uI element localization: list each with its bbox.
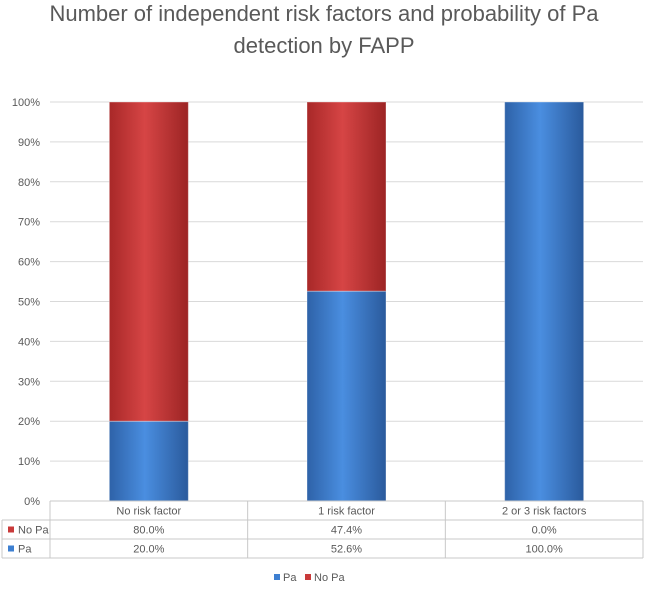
bar-pa: [108, 420, 189, 502]
y-tick-label: 20%: [18, 416, 40, 428]
x-tick-label: No risk factor: [116, 506, 181, 518]
table-legend-swatch: [8, 526, 14, 533]
x-tick-label: 1 risk factor: [318, 506, 375, 518]
y-tick-label: 90%: [18, 137, 40, 149]
data-label: 100.0%: [526, 544, 564, 556]
y-tick-label: 40%: [18, 336, 40, 348]
legend-swatch: [305, 574, 311, 580]
legend-entry: Pa: [283, 572, 297, 584]
bar-pa: [306, 290, 387, 502]
data-label: 47.4%: [331, 525, 362, 537]
y-tick-label: 30%: [18, 376, 40, 388]
y-tick-label: 50%: [18, 297, 40, 309]
y-tick-label: 100%: [12, 97, 40, 109]
legend-entry: No Pa: [314, 572, 345, 584]
y-tick-label: 60%: [18, 257, 40, 269]
legend: Pa No Pa: [274, 572, 345, 584]
data-label: 52.6%: [331, 544, 362, 556]
y-tick-label: 80%: [18, 177, 40, 189]
data-label: 80.0%: [133, 525, 164, 537]
table-series-name: Pa: [18, 544, 32, 556]
data-label: 0.0%: [532, 525, 557, 537]
y-tick-label: 10%: [18, 456, 40, 468]
data-table: No risk factor 1 risk factor 2 or 3 risk f…: [1, 500, 644, 559]
chart-title-line-2: detection by FAPP: [234, 33, 415, 58]
y-tick-label: 70%: [18, 217, 40, 229]
chart-title-line-1: Number of independent risk factors and p…: [49, 1, 599, 26]
table-legend-swatch: [8, 545, 14, 552]
data-label: 20.0%: [133, 544, 164, 556]
bar-no-pa: [306, 101, 387, 292]
y-axis: 0% 10% 20% 30% 40% 50% 60% 70% 80% 90% 100%: [12, 97, 40, 508]
bar-pa: [504, 101, 585, 502]
bars: [108, 101, 585, 502]
y-tick-label: 0%: [24, 496, 40, 508]
x-tick-label: 2 or 3 risk factors: [502, 506, 587, 518]
table-series-name: No Pa: [18, 525, 49, 537]
legend-swatch: [274, 574, 280, 580]
bar-no-pa: [108, 101, 189, 422]
